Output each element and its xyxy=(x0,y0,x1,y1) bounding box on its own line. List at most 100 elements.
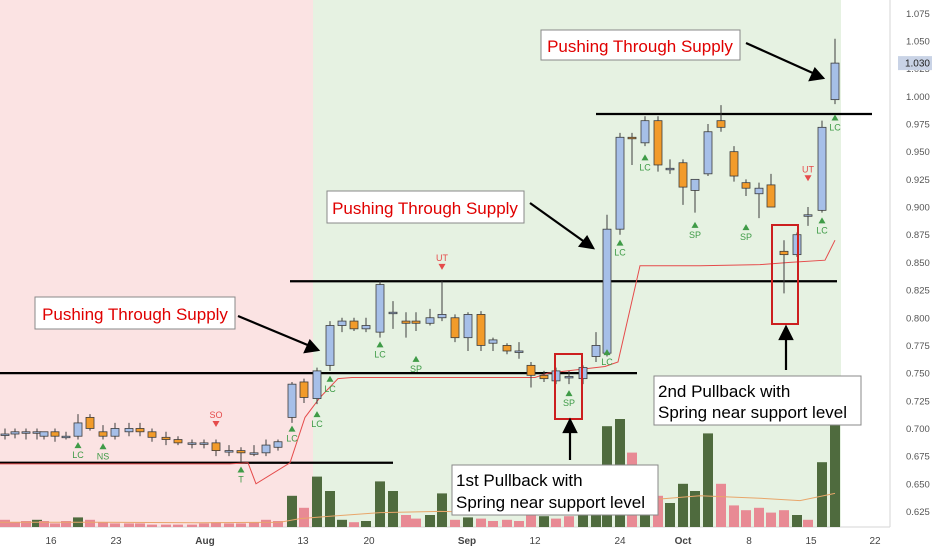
volume-bar-15 xyxy=(173,524,183,527)
pullback2-line1: 2nd Pullback with xyxy=(658,382,790,401)
annotation-pts2-text: Pushing Through Supply xyxy=(332,199,518,218)
x-tick-label-5: Sep xyxy=(458,536,476,547)
candle-body-54 xyxy=(665,167,675,171)
candle-23 xyxy=(273,439,283,451)
marker-label-2: SO xyxy=(209,410,222,420)
candle-63 xyxy=(779,240,789,294)
arrow-pts2 xyxy=(529,202,587,244)
pullback1-line1: 1st Pullback with xyxy=(456,471,583,490)
candle-41 xyxy=(502,343,512,355)
candle-48 xyxy=(591,332,601,363)
marker-label-9: UT xyxy=(436,253,448,263)
candle-26 xyxy=(312,367,322,405)
marker-label-12: LC xyxy=(614,248,626,258)
marker-up-triangle-18 xyxy=(831,114,839,121)
annotation-arrows xyxy=(237,41,826,460)
volume-bar-34 xyxy=(411,518,421,527)
volume-bar-41 xyxy=(502,519,512,527)
volume-bar-39 xyxy=(476,518,486,527)
volume-bar-6 xyxy=(61,521,71,527)
signal-marker-so-2: SO xyxy=(209,410,223,428)
volume-bar-3 xyxy=(32,519,42,527)
y-tick-label-6: 0.925 xyxy=(906,175,930,186)
volume-bar-1 xyxy=(10,522,20,527)
candle-body-15 xyxy=(173,439,183,444)
marker-up-triangle-4 xyxy=(288,425,296,432)
candle-18 xyxy=(211,439,221,457)
candle-1 xyxy=(10,428,20,439)
candle-body-66 xyxy=(817,126,827,211)
candle-body-20 xyxy=(236,450,246,454)
candle-body-24 xyxy=(287,383,297,418)
y-tick-label-17: 0.650 xyxy=(906,479,930,490)
candle-28 xyxy=(337,317,347,333)
volume-bar-60 xyxy=(741,510,751,527)
marker-up-triangle-7 xyxy=(376,341,384,348)
y-tick-label-18: 0.625 xyxy=(906,507,930,518)
bearish-zone-background xyxy=(0,0,313,527)
volume-bar-8 xyxy=(85,519,95,527)
candle-5 xyxy=(50,428,60,442)
candle-body-59 xyxy=(729,151,739,177)
volume-bar-29 xyxy=(349,522,359,527)
candle-17 xyxy=(199,439,209,449)
y-tick-label-16: 0.675 xyxy=(906,452,930,463)
candle-19 xyxy=(224,445,234,457)
candle-4 xyxy=(39,431,49,440)
volume-bar-38 xyxy=(463,517,473,527)
volume-bar-11 xyxy=(124,523,134,527)
marker-label-16: UT xyxy=(802,164,814,174)
candle-51 xyxy=(627,132,637,165)
candle-body-1 xyxy=(10,431,20,435)
candle-body-65 xyxy=(803,214,813,217)
trailing-stop-line xyxy=(0,239,836,485)
candle-body-9 xyxy=(98,431,108,437)
marker-label-10: SP xyxy=(563,398,575,408)
candle-13 xyxy=(147,428,157,442)
last-price-label: 1.030 xyxy=(905,59,930,70)
candle-body-28 xyxy=(337,320,347,326)
candle-body-18 xyxy=(211,442,221,452)
pullback2-line2: Spring near support level xyxy=(658,403,847,422)
marker-up-triangle-13 xyxy=(641,154,649,161)
candle-57 xyxy=(703,124,713,177)
candle-22 xyxy=(261,439,271,457)
volume-bar-23 xyxy=(273,521,283,527)
signal-marker-lc-13: LC xyxy=(639,154,651,172)
annotation-pushing-through-supply-2: Pushing Through Supply xyxy=(326,190,525,224)
candle-40 xyxy=(488,337,498,351)
x-tick-label-0: 16 xyxy=(45,536,57,547)
candle-body-34 xyxy=(411,320,421,324)
candle-body-32 xyxy=(388,311,398,315)
candle-body-52 xyxy=(640,120,650,144)
volume-bar-4 xyxy=(39,521,49,527)
signal-marker-sp-15: SP xyxy=(740,224,752,242)
volume-bar-45 xyxy=(551,518,561,527)
marker-label-1: NS xyxy=(97,451,110,461)
spring-highlight-box-2 xyxy=(771,224,799,325)
candle-34 xyxy=(411,312,421,332)
candle-61 xyxy=(754,182,764,219)
candle-body-62 xyxy=(766,184,776,208)
volume-bar-12 xyxy=(135,523,145,527)
candle-body-51 xyxy=(627,136,637,140)
candle-body-5 xyxy=(50,431,60,437)
volume-bar-36 xyxy=(437,493,447,527)
annotation-pts3-text: Pushing Through Supply xyxy=(547,37,733,56)
signal-marker-lc-7: LC xyxy=(374,341,386,359)
signal-marker-lc-12: LC xyxy=(614,239,626,258)
signal-marker-ut-16: UT xyxy=(802,164,814,182)
candle-body-33 xyxy=(401,320,411,324)
candle-25 xyxy=(299,378,309,403)
marker-label-5: LC xyxy=(311,419,323,429)
candle-2 xyxy=(21,428,31,440)
marker-label-7: LC xyxy=(374,349,386,359)
candle-54 xyxy=(665,159,675,174)
candle-body-11 xyxy=(124,428,134,433)
candle-49 xyxy=(602,214,612,357)
candle-body-49 xyxy=(602,228,612,354)
volume-bar-54 xyxy=(665,503,675,527)
annotation-pushing-through-supply-3: Pushing Through Supply xyxy=(540,29,741,61)
candle-14 xyxy=(161,431,171,446)
marker-down-triangle-16 xyxy=(804,175,812,182)
